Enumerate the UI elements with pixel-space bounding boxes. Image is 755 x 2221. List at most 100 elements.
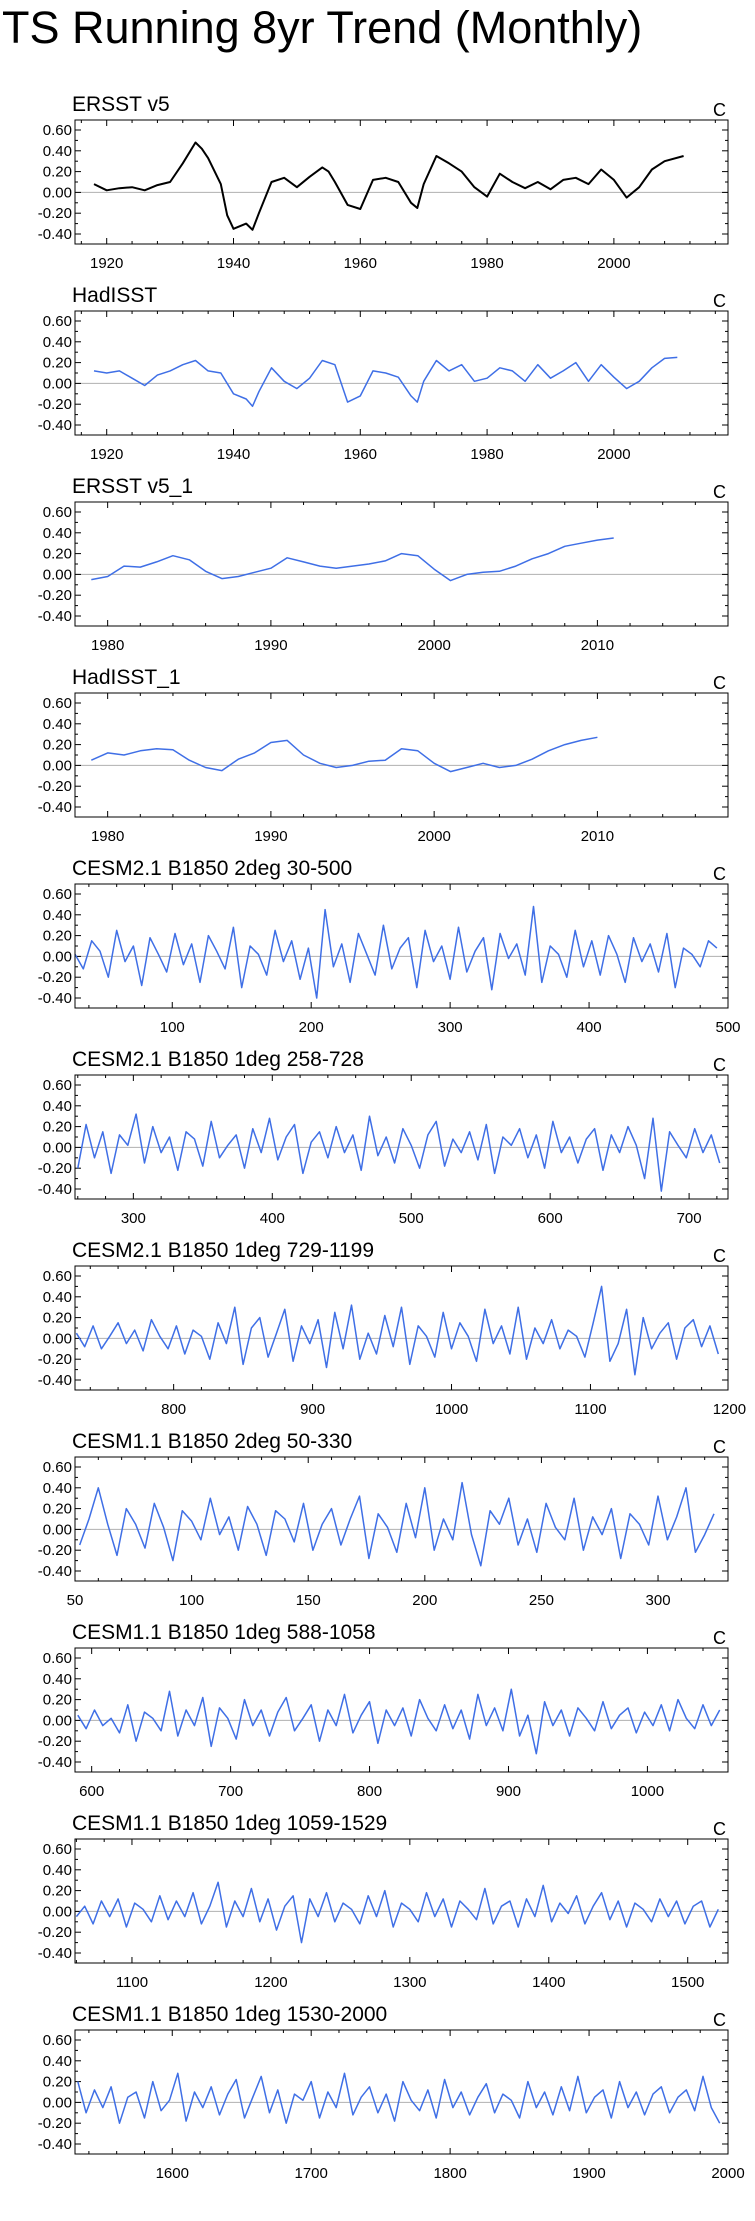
y-tick-label: 0.60 <box>43 122 72 139</box>
x-tick-label: 150 <box>296 1592 321 1609</box>
y-tick-label: 0.20 <box>43 928 72 945</box>
plot-frame <box>75 120 728 244</box>
y-tick-label: 0.20 <box>43 1692 72 1709</box>
y-tick-label: -0.20 <box>38 2115 72 2132</box>
y-tick-label: 0.20 <box>43 546 72 563</box>
chart-panel: ERSST v5_1 C 0.60 0.40 0.20 0.00 -0.20 -0.40 198… <box>38 475 728 654</box>
x-tick-label: 1300 <box>393 1974 426 1991</box>
chart-panel: CESM1.1 B1850 1deg 1059-1529 C 0.60 0.40 0.2… <box>38 1812 728 1991</box>
x-tick-label: 1980 <box>470 255 503 272</box>
y-tick-label: 0.00 <box>43 948 72 965</box>
chart-panel: CESM1.1 B1850 2deg 50-330 C 0.60 0.40 0.20 0.… <box>38 1430 728 1609</box>
y-tick-label: -0.20 <box>38 396 72 413</box>
plot-frame <box>75 693 728 817</box>
x-tick-label: 100 <box>179 1592 204 1609</box>
x-tick-label: 1940 <box>217 446 250 463</box>
x-tick-label: 1000 <box>631 1783 664 1800</box>
y-tick-label: -0.40 <box>38 2136 72 2153</box>
y-tick-label: -0.20 <box>38 969 72 986</box>
x-tick-label: 2000 <box>711 2165 744 2182</box>
y-tick-label: -0.40 <box>38 226 72 243</box>
chart-panel: CESM1.1 B1850 1deg 588-1058 C 0.60 0.40 0.20… <box>38 1621 728 1800</box>
series-line <box>80 1483 714 1566</box>
plot-frame <box>75 2030 728 2154</box>
x-tick-label: 1900 <box>572 2165 605 2182</box>
y-tick-label: 0.40 <box>43 1480 72 1497</box>
chart-title: ERSST v5 <box>72 93 170 116</box>
x-tick-label: 1980 <box>91 637 124 654</box>
x-tick-label: 700 <box>218 1783 243 1800</box>
chart-panel: CESM1.1 B1850 1deg 1530-2000 C 0.60 0.40 0.2… <box>38 2003 745 2182</box>
y-tick-label: 0.00 <box>43 1521 72 1538</box>
x-tick-label: 1200 <box>713 1401 746 1418</box>
y-tick-label: 0.00 <box>43 1330 72 1347</box>
x-tick-label: 1600 <box>156 2165 189 2182</box>
y-tick-label: 0.60 <box>43 695 72 712</box>
series-line <box>94 357 677 406</box>
y-tick-label: 0.40 <box>43 716 72 733</box>
y-tick-label: 0.60 <box>43 1077 72 1094</box>
units-label: C <box>713 1055 726 1075</box>
y-tick-label: 0.60 <box>43 1650 72 1667</box>
chart-title: HadISST <box>72 284 157 307</box>
x-tick-label: 1980 <box>91 828 124 845</box>
y-tick-label: 0.40 <box>43 1862 72 1879</box>
y-tick-label: 0.20 <box>43 1883 72 1900</box>
chart-panel: ERSST v5 C 0.60 0.40 0.20 0.00 -0.20 -0.40 1920 1… <box>38 93 728 272</box>
x-tick-label: 200 <box>412 1592 437 1609</box>
x-tick-label: 1990 <box>254 637 287 654</box>
y-tick-label: 0.60 <box>43 1268 72 1285</box>
y-tick-label: 0.20 <box>43 1119 72 1136</box>
y-tick-label: -0.20 <box>38 1924 72 1941</box>
chart-title: CESM1.1 B1850 2deg 50-330 <box>72 1430 352 1453</box>
series-line <box>78 2073 720 2123</box>
y-tick-label: 0.00 <box>43 757 72 774</box>
x-tick-label: 1920 <box>90 255 123 272</box>
y-tick-label: -0.40 <box>38 1945 72 1962</box>
y-tick-label: -0.20 <box>38 1160 72 1177</box>
y-tick-label: 0.40 <box>43 334 72 351</box>
x-tick-label: 100 <box>160 1019 185 1036</box>
y-tick-label: -0.40 <box>38 1372 72 1389</box>
x-tick-label: 800 <box>357 1783 382 1800</box>
x-tick-label: 300 <box>121 1210 146 1227</box>
units-label: C <box>713 2010 726 2030</box>
x-tick-label: 600 <box>538 1210 563 1227</box>
y-tick-label: 0.40 <box>43 1671 72 1688</box>
y-tick-label: -0.40 <box>38 1181 72 1198</box>
x-tick-label: 900 <box>496 1783 521 1800</box>
x-tick-label: 400 <box>260 1210 285 1227</box>
series-line <box>94 143 684 230</box>
y-tick-label: 0.00 <box>43 2094 72 2111</box>
units-label: C <box>713 291 726 311</box>
chart-stack: ERSST v5 C 0.60 0.40 0.20 0.00 -0.20 -0.40 1920 1… <box>0 0 755 2221</box>
x-tick-label: 2000 <box>417 637 450 654</box>
chart-panel: HadISST_1 C 0.60 0.40 0.20 0.00 -0.20 -0.40 1980… <box>38 666 728 845</box>
y-tick-label: -0.40 <box>38 1754 72 1771</box>
plot-frame <box>75 311 728 435</box>
plot-frame <box>75 1457 728 1581</box>
y-tick-label: -0.20 <box>38 587 72 604</box>
x-tick-label: 1940 <box>217 255 250 272</box>
series-line <box>76 1286 718 1374</box>
y-tick-label: -0.20 <box>38 1542 72 1559</box>
units-label: C <box>713 673 726 693</box>
y-tick-label: 0.40 <box>43 143 72 160</box>
chart-panel: CESM2.1 B1850 1deg 729-1199 C0.600.400.20… <box>38 1239 746 1418</box>
units-label: C <box>713 1437 726 1457</box>
x-tick-label: 1200 <box>254 1974 287 1991</box>
x-tick-label: 300 <box>646 1592 671 1609</box>
y-tick-label: 0.20 <box>43 2074 72 2091</box>
y-tick-label: 0.40 <box>43 2053 72 2070</box>
y-tick-label: -0.20 <box>38 1733 72 1750</box>
x-tick-label: 2000 <box>417 828 450 845</box>
y-tick-label: -0.40 <box>38 799 72 816</box>
y-tick-label: 0.00 <box>43 1712 72 1729</box>
y-tick-label: 0.60 <box>43 2032 72 2049</box>
plot-frame <box>75 502 728 626</box>
chart-title: ERSST v5_1 <box>72 475 193 498</box>
x-tick-label: 700 <box>677 1210 702 1227</box>
y-tick-label: -0.20 <box>38 778 72 795</box>
y-tick-label: 0.20 <box>43 1501 72 1518</box>
y-tick-label: 0.20 <box>43 737 72 754</box>
